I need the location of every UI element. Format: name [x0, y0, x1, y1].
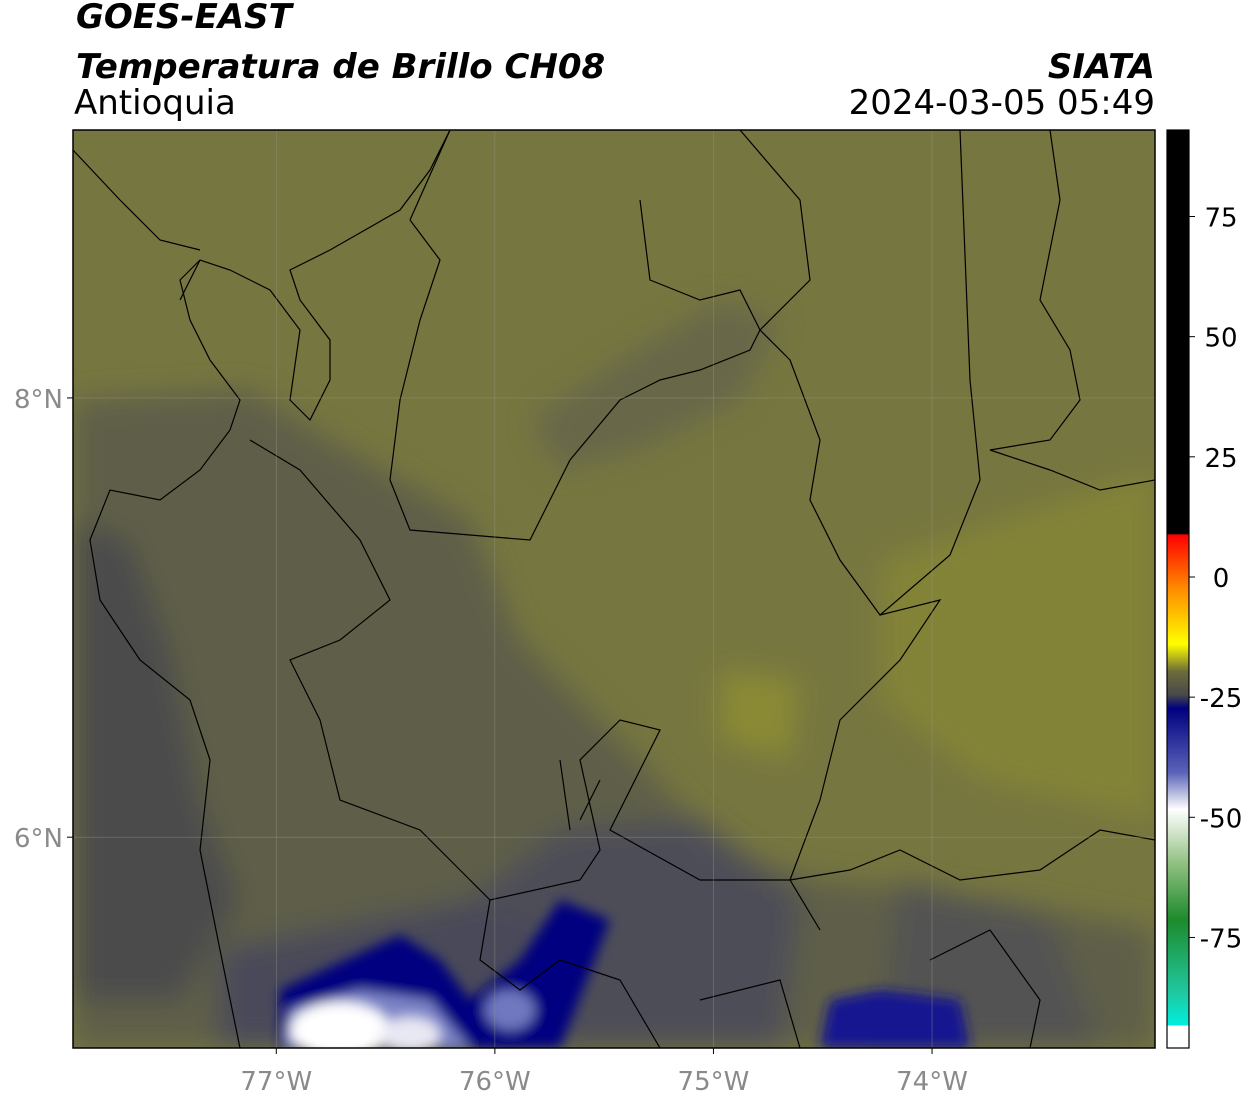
- lon-tick-label: 77°W: [240, 1067, 312, 1097]
- colorbar-tick-label: 25: [1204, 444, 1237, 474]
- colorbar-tick-label: -50: [1200, 804, 1242, 834]
- graticule: [67, 130, 1155, 1054]
- department-border: [479, 130, 1155, 1048]
- lat-tick-label: 8°N: [14, 385, 63, 415]
- lon-tick-label: 75°W: [678, 1067, 750, 1097]
- colorbar-tick-label: -75: [1200, 924, 1242, 954]
- lon-tick-label: 76°W: [459, 1067, 531, 1097]
- department-border: [73, 149, 601, 831]
- datetime: 2024-03-05 05:49: [849, 83, 1155, 123]
- department-border: [249, 130, 1155, 931]
- title: GOES-EAST: [76, 0, 295, 37]
- source: SIATA: [1048, 47, 1155, 87]
- subtitle: Temperatura de Brillo CH08: [76, 47, 605, 87]
- coastline: [89, 130, 451, 1048]
- colorbar-tick-label: 75: [1204, 204, 1237, 234]
- colorbar-tick-label: -25: [1200, 684, 1242, 714]
- map-image: [73, 130, 1155, 1048]
- colorbar-tick-label: 50: [1204, 324, 1237, 354]
- lat-tick-label: 6°N: [14, 824, 63, 854]
- lon-tick-label: 74°W: [896, 1067, 968, 1097]
- colorbar-ticks: 75 50 25 0 -25 -50 -75: [1189, 204, 1242, 954]
- colorbar-tick-label: 0: [1213, 564, 1230, 594]
- map-frame: [72, 129, 1156, 1049]
- colorbar: [1166, 129, 1190, 1049]
- region: Antioquia: [74, 83, 236, 123]
